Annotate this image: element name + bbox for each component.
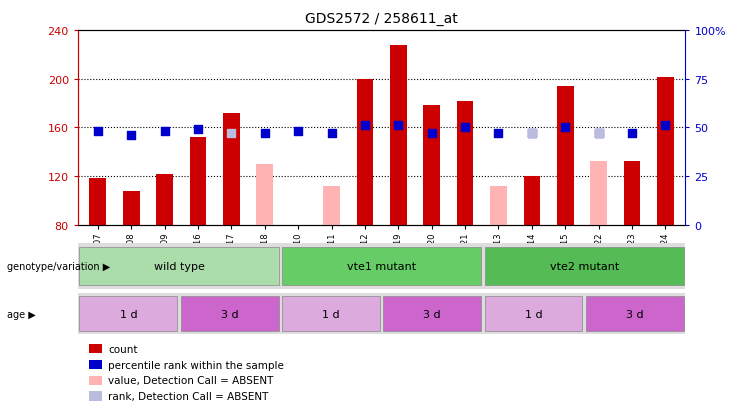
Bar (490, 186, 507, 225)
Text: rank, Detection Call = ABSENT: rank, Detection Call = ABSENT (108, 391, 268, 401)
Bar (156, 174, 173, 225)
Point (159, 128, 170, 135)
Bar (282, 297, 380, 331)
Text: percentile rank within the sample: percentile rank within the sample (108, 360, 284, 370)
Point (125, 133, 137, 139)
Text: 3 d: 3 d (626, 309, 644, 319)
Point (359, 123, 370, 129)
Text: 3 d: 3 d (221, 309, 239, 319)
Point (526, 131, 538, 137)
Bar (523, 177, 540, 225)
Bar (190, 138, 206, 225)
Text: GDS2572 / 258611_at: GDS2572 / 258611_at (305, 12, 458, 26)
Point (325, 131, 337, 137)
Bar (90, 179, 106, 225)
Text: wild type: wild type (153, 261, 205, 271)
Bar (282, 247, 481, 285)
Bar (383, 297, 481, 331)
Bar (423, 106, 440, 225)
Bar (624, 162, 640, 225)
Point (626, 131, 638, 137)
Point (493, 131, 505, 137)
Point (459, 125, 471, 131)
Point (259, 131, 270, 137)
Bar (223, 114, 240, 225)
Bar (485, 297, 582, 331)
Point (292, 128, 304, 135)
Text: 1 d: 1 d (322, 309, 340, 319)
Point (92, 128, 104, 135)
Text: value, Detection Call = ABSENT: value, Detection Call = ABSENT (108, 375, 273, 385)
Bar (390, 45, 407, 225)
Bar (123, 191, 139, 225)
Text: vte2 mutant: vte2 mutant (550, 261, 619, 271)
Point (426, 131, 438, 137)
Point (559, 125, 571, 131)
Bar (591, 162, 607, 225)
Text: 3 d: 3 d (423, 309, 441, 319)
Point (526, 131, 538, 137)
Bar (586, 297, 684, 331)
Bar (323, 186, 340, 225)
Point (593, 131, 605, 137)
Bar (79, 297, 177, 331)
Bar (79, 247, 279, 285)
Bar (181, 297, 279, 331)
Bar (485, 247, 684, 285)
Point (659, 123, 671, 129)
Text: 1 d: 1 d (525, 309, 542, 319)
Point (593, 131, 605, 137)
Text: vte1 mutant: vte1 mutant (347, 261, 416, 271)
Text: genotype/variation ▶: genotype/variation ▶ (7, 261, 110, 271)
Point (393, 123, 405, 129)
Bar (256, 164, 273, 225)
Point (225, 131, 237, 137)
Bar (356, 79, 373, 225)
Bar (557, 87, 574, 225)
Text: count: count (108, 344, 138, 354)
Point (192, 127, 204, 133)
Text: age ▶: age ▶ (7, 309, 36, 319)
Text: 1 d: 1 d (119, 309, 137, 319)
Bar (456, 101, 473, 225)
Bar (657, 78, 674, 225)
